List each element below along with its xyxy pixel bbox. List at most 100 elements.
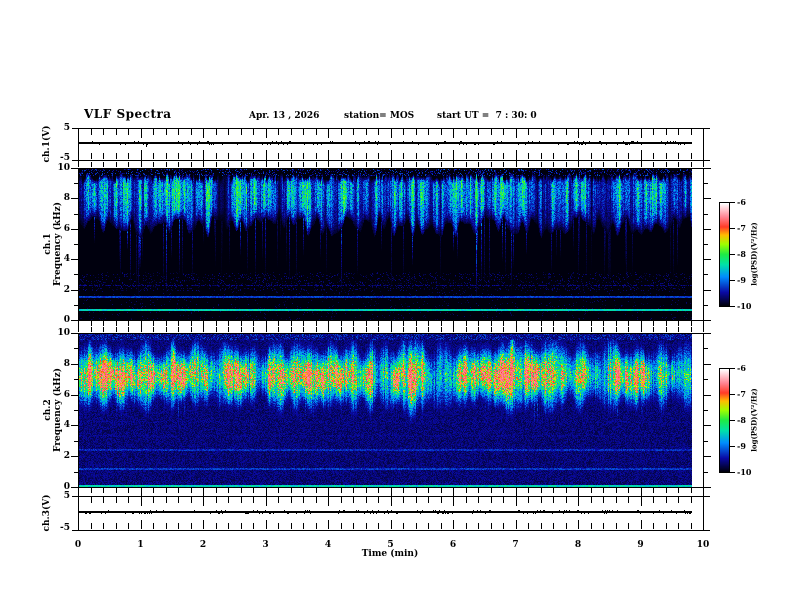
strip-y-tick — [704, 496, 710, 497]
ch1-strip-bottom-tick — [591, 153, 592, 159]
ch3-strip-top-tick — [216, 497, 217, 503]
ch1-strip-bottom-tick — [103, 153, 104, 159]
ch1-spec-top-tick — [566, 162, 567, 167]
ch1-spec-top-tick — [228, 162, 229, 167]
ch3-strip-bottom-tick — [316, 523, 317, 529]
ch2-spec-bottom-tick — [78, 488, 79, 496]
ch1-strip-top-tick — [453, 129, 454, 138]
ch1-spec-bottom-tick — [91, 321, 92, 326]
ch1-spec-top-tick — [703, 159, 704, 167]
time-tick-label: 9 — [637, 540, 644, 550]
ch1-spec-bottom-tick — [591, 321, 592, 326]
ch2-spec-top-tick — [416, 327, 417, 332]
ch1-spec-top-tick — [303, 162, 304, 167]
ch3-strip-bottom-tick — [116, 523, 117, 529]
colorbar-tick-label: -9 — [737, 275, 746, 285]
ch2-spectrogram-image — [79, 334, 692, 487]
ch2-spec-bottom-tick — [528, 488, 529, 493]
ch3-strip-top-tick — [266, 497, 267, 506]
colorbar-tick-label: -8 — [737, 415, 746, 425]
ch3-strip-bottom-tick — [291, 523, 292, 529]
ch2-spec-top-tick — [578, 324, 579, 332]
ch1-freq-tick-label: 8 — [63, 193, 70, 204]
ch2-spec-top-tick — [116, 327, 117, 332]
ch1-spec-bottom-tick — [316, 321, 317, 326]
ch2-spec-top-tick — [391, 324, 392, 332]
ch1-spec-bottom-tick — [678, 321, 679, 326]
ch1-freq-tick-label: 10 — [57, 163, 70, 173]
ch1-strip-top-tick — [166, 129, 167, 135]
ch2-freq-tick — [704, 364, 711, 365]
ch2-freq-tick-label: 4 — [63, 420, 70, 431]
ch3-strip-top-tick — [453, 497, 454, 506]
colorbar-tick — [730, 228, 735, 229]
ch1-freq-tick — [71, 198, 78, 199]
ch1-spec-top-tick — [166, 162, 167, 167]
ch2-spec-bottom-tick — [491, 488, 492, 493]
ch2-spec-top-tick — [341, 327, 342, 332]
ch1-spec-top-tick — [616, 162, 617, 167]
ch2-freq-tick — [74, 348, 78, 349]
ch3-strip-bottom-tick — [103, 523, 104, 529]
ch1-spec-top-tick — [478, 162, 479, 167]
ch1-strip-bottom-tick — [653, 153, 654, 159]
ch1-strip-top-tick — [216, 129, 217, 135]
ch2-spec-bottom-tick — [566, 488, 567, 493]
ch1-spec-top-tick — [278, 162, 279, 167]
ch1-spec-bottom-tick — [541, 321, 542, 326]
ch3-strip-bottom-tick — [641, 520, 642, 529]
ch3-strip-top-tick — [478, 497, 479, 503]
ch1-strip-top-tick — [503, 129, 504, 135]
ch2-spec-bottom-tick — [466, 488, 467, 493]
ch1-strip-bottom-tick — [566, 153, 567, 159]
ch2-spec-top-tick — [678, 327, 679, 332]
ch2-spec-top-tick — [553, 327, 554, 332]
ch1-strip-bottom-tick — [128, 153, 129, 159]
ch1-spec-top-tick — [141, 159, 142, 167]
ch2-freq-tick — [704, 379, 708, 380]
time-tick-label: 8 — [574, 540, 582, 550]
ch2-spec-bottom-tick — [141, 488, 142, 496]
page-title: VLF Spectra — [84, 107, 172, 121]
ch1-freq-tick — [704, 183, 708, 184]
ch3-strip-top-tick — [616, 497, 617, 503]
ch2-spec-bottom-tick — [478, 488, 479, 493]
ch1-strip-top-tick — [91, 129, 92, 135]
ch2-spec-top-tick — [366, 327, 367, 332]
ch2-spec-top-tick — [166, 327, 167, 332]
ch2-freq-tick — [704, 410, 708, 411]
ch2-freq-tick — [74, 410, 78, 411]
ch1-strip-top-tick — [566, 129, 567, 135]
ch1-spec-top-tick — [653, 162, 654, 167]
ch1-spec-bottom-tick — [166, 321, 167, 326]
ch1-strip-top-tick — [291, 129, 292, 135]
ch2-spec-top-tick — [628, 327, 629, 332]
colorbar-tick-label: -9 — [737, 441, 746, 451]
ch1-strip-top-tick — [241, 129, 242, 135]
ch1-strip-top-tick — [478, 129, 479, 135]
ch2-spec-top-tick — [203, 324, 204, 332]
ch2-spec-top-tick — [703, 324, 704, 332]
ch2-spec-top-tick — [91, 327, 92, 332]
ch3-strip-bottom-tick — [503, 523, 504, 529]
ch1-strip-top-tick — [553, 129, 554, 135]
ch1-spec-top-tick — [366, 162, 367, 167]
ch2-freq-tick — [71, 425, 78, 426]
time-tick-label: 1 — [137, 540, 144, 550]
ch2-spec-bottom-tick — [666, 488, 667, 493]
strip-y-tick — [72, 160, 78, 161]
ch1-label-line1: ch.1 — [43, 233, 53, 255]
colorbar-tick — [730, 394, 735, 395]
ch3-strip-top-tick — [641, 497, 642, 506]
ch3-strip-bottom-tick — [253, 523, 254, 529]
strip-y-tick — [72, 496, 78, 497]
ch2-freq-tick — [71, 364, 78, 365]
ch1-spec-top-tick — [553, 162, 554, 167]
ch1-spec-bottom-tick — [503, 321, 504, 326]
ch2-freq-tick-label: 6 — [63, 389, 70, 400]
time-tick-label: 3 — [262, 540, 269, 550]
ch1-strip-top-tick — [541, 129, 542, 135]
ch2-spec-bottom-tick — [328, 488, 329, 496]
ch1-strip-top-tick — [103, 129, 104, 135]
station-label: station= MOS — [344, 111, 415, 121]
